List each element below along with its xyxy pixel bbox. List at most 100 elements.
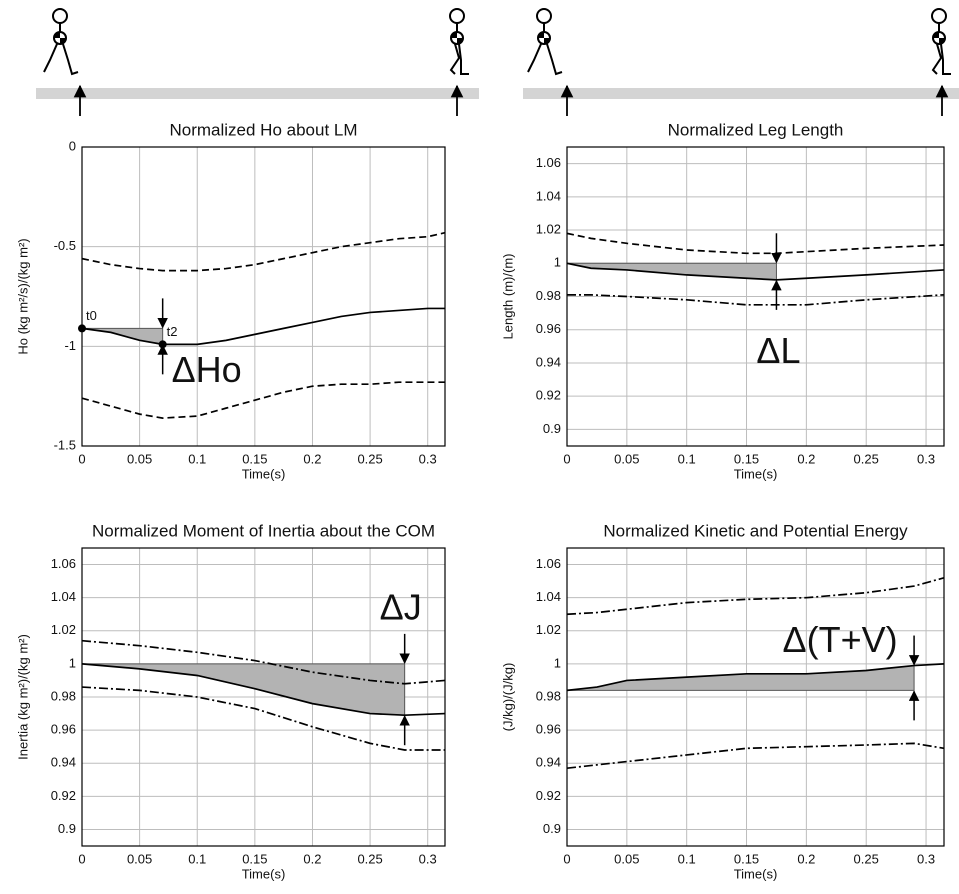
y-tick-label: 0.98 (536, 688, 561, 703)
y-tick-label: 0.96 (536, 321, 561, 336)
plot-frame (566, 146, 945, 447)
delta-label: ΔJ (380, 586, 422, 627)
x-tick-label: 0.25 (357, 451, 382, 466)
series-line (81, 686, 445, 751)
delta-label: ΔL (756, 330, 800, 371)
y-tick-label: 1 (554, 655, 561, 670)
x-tick-label: 0 (78, 451, 85, 466)
y-tick-label: 1.02 (51, 622, 76, 637)
x-tick-label: 0.1 (188, 451, 206, 466)
shaded-area (81, 663, 406, 716)
x-tick-label: 0.25 (854, 851, 879, 866)
series-line (567, 293, 945, 306)
y-tick-label: 1.06 (536, 556, 561, 571)
series-line (81, 231, 446, 272)
chart-title: Normalized Moment of Inertia about the C… (92, 521, 435, 540)
y-tick-label: 0.92 (536, 788, 561, 803)
y-tick-label: 0.9 (543, 421, 561, 436)
x-tick-label: 0.05 (127, 851, 152, 866)
stander-figure (932, 9, 951, 74)
x-tick-label: 0.1 (678, 851, 696, 866)
series-line (566, 232, 945, 255)
y-axis-label: Ho (kg m²/s)/(kg m²) (15, 238, 30, 354)
y-tick-label: -0.5 (54, 238, 76, 253)
chart-title: Normalized Kinetic and Potential Energy (603, 521, 908, 540)
x-tick-label: 0.15 (242, 451, 267, 466)
x-tick-label: 0.2 (303, 451, 321, 466)
x-tick-label: 0.05 (614, 851, 639, 866)
x-tick-label: 0.1 (678, 451, 696, 466)
point-marker (158, 340, 167, 349)
x-tick-label: 0.15 (242, 851, 267, 866)
walker-figure (44, 9, 78, 74)
plot-frame (81, 547, 446, 847)
series-line (566, 742, 945, 770)
x-tick-label: 0.2 (797, 451, 815, 466)
y-tick-label: 0.9 (58, 821, 76, 836)
y-tick-label: 0 (69, 138, 76, 153)
x-tick-label: 0.2 (303, 851, 321, 866)
y-tick-label: 0.98 (536, 288, 561, 303)
chart-title: Normalized Leg Length (668, 120, 844, 139)
shaded-area (566, 664, 915, 691)
chart-panel: Normalized Kinetic and Potential Energy 0… (500, 521, 945, 881)
point-label: t2 (167, 324, 178, 339)
y-tick-label: -1.5 (54, 437, 76, 452)
x-axis-label: Time(s) (734, 866, 778, 881)
x-axis-label: Time(s) (242, 466, 286, 481)
chart-panel: Normalized Leg Length 0.9 0.92 0.94 0.96 0.98… (500, 120, 945, 481)
gait-strip-left (36, 9, 479, 116)
y-tick-label: 1.04 (536, 188, 561, 203)
y-tick-label: 1.06 (536, 155, 561, 170)
walkway (523, 88, 959, 99)
series-line (81, 307, 445, 346)
chart-title: Normalized Ho about LM (169, 120, 357, 139)
y-axis-label: Length (m)/(m) (500, 254, 515, 340)
x-tick-label: 0.3 (917, 451, 935, 466)
x-tick-label: 0.3 (917, 851, 935, 866)
series-line (81, 639, 446, 685)
x-tick-label: 0 (78, 851, 85, 866)
y-tick-label: 0.92 (51, 788, 76, 803)
chart-panel: Normalized Ho about LM -1.5 -1 -0.5 0 0 0.05 0.… (15, 120, 446, 481)
walker-figure (528, 9, 562, 74)
walkway (36, 88, 479, 99)
y-tick-label: 0.94 (536, 354, 561, 369)
x-tick-label: 0.15 (734, 451, 759, 466)
stander-figure (450, 9, 469, 74)
y-tick-label: 0.9 (543, 821, 561, 836)
x-axis-label: Time(s) (734, 466, 778, 481)
y-tick-label: 1.04 (51, 589, 76, 604)
x-tick-label: 0.25 (854, 451, 879, 466)
x-tick-label: 0.3 (419, 851, 437, 866)
y-tick-label: 1.02 (536, 221, 561, 236)
series-line (81, 663, 446, 717)
plot-frame (566, 547, 945, 847)
y-axis-label: Inertia (kg m²)/(kg m²) (15, 634, 30, 760)
x-tick-label: 0.15 (734, 851, 759, 866)
y-tick-label: 1.04 (536, 589, 561, 604)
y-tick-label: 1 (69, 655, 76, 670)
x-tick-label: 0.25 (357, 851, 382, 866)
x-tick-label: 0.1 (188, 851, 206, 866)
y-tick-label: 1.06 (51, 556, 76, 571)
chart-panel: Normalized Moment of Inertia about the C… (15, 521, 446, 881)
y-tick-label: 0.94 (51, 755, 76, 770)
y-tick-label: 0.94 (536, 755, 561, 770)
series-line (566, 663, 945, 692)
x-tick-label: 0.05 (614, 451, 639, 466)
y-tick-label: 0.96 (51, 722, 76, 737)
y-tick-label: 1 (554, 255, 561, 270)
x-tick-label: 0 (563, 451, 570, 466)
plot-frame (81, 146, 446, 447)
point-label: t0 (86, 308, 97, 323)
x-tick-label: 0.3 (419, 451, 437, 466)
y-axis-label: (J/kg)/(J/kg) (500, 663, 515, 732)
y-tick-label: 0.98 (51, 688, 76, 703)
y-tick-label: 0.92 (536, 388, 561, 403)
y-tick-label: 0.96 (536, 722, 561, 737)
series-line (81, 381, 445, 419)
x-tick-label: 0.05 (127, 451, 152, 466)
gait-strip-right (523, 9, 959, 116)
